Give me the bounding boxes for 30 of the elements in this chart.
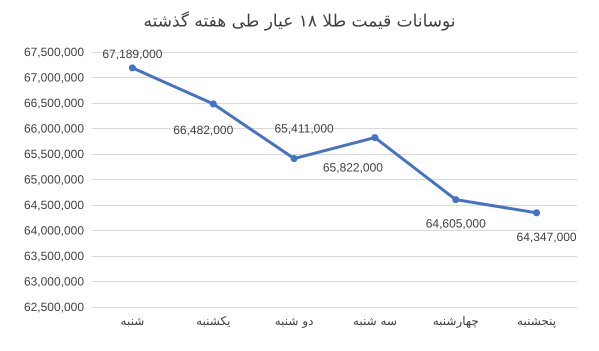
x-tick-label: دو شنبه xyxy=(274,314,314,328)
data-label: 67,189,000 xyxy=(102,46,163,61)
y-tick-label: 65,500,000 xyxy=(24,147,84,161)
point xyxy=(128,64,136,72)
data-label: 65,822,000 xyxy=(322,160,384,175)
x-tick-label: چهارشنبه xyxy=(432,314,479,328)
y-tick-label: 67,500,000 xyxy=(24,45,84,59)
x-tick-label: یکشنبه xyxy=(196,314,230,328)
point xyxy=(371,134,378,142)
chart-title: نوسانات قیمت طلا ۱۸ عیار طی هفته گذشته xyxy=(143,10,456,32)
point xyxy=(290,155,298,162)
y-tick-label: 63,000,000 xyxy=(24,274,84,288)
x-tick-label: شنبه xyxy=(120,314,144,328)
x-tick-label: پنجشنبه xyxy=(517,314,556,328)
y-tick-label: 63,500,000 xyxy=(24,249,84,263)
point xyxy=(452,196,460,204)
y-tick-label: 64,000,000 xyxy=(24,224,84,238)
y-tick-label: 66,000,000 xyxy=(24,122,84,136)
y-tick-label: 67,000,000 xyxy=(24,70,84,84)
y-tick-label: 64,500,000 xyxy=(24,198,84,212)
y-tick-label: 66,500,000 xyxy=(24,96,84,110)
data-label: 64,605,000 xyxy=(426,216,486,231)
y-tick-label: 62,500,000 xyxy=(24,300,84,314)
x-tick-label: سه شنبه xyxy=(352,314,397,328)
point xyxy=(533,209,540,216)
point xyxy=(210,100,217,108)
data-label: 65,411,000 xyxy=(274,122,334,136)
data-label: 66,482,000 xyxy=(173,122,234,137)
y-tick-label: 65,000,000 xyxy=(24,172,84,186)
data-label: 64,347,000 xyxy=(516,230,577,244)
